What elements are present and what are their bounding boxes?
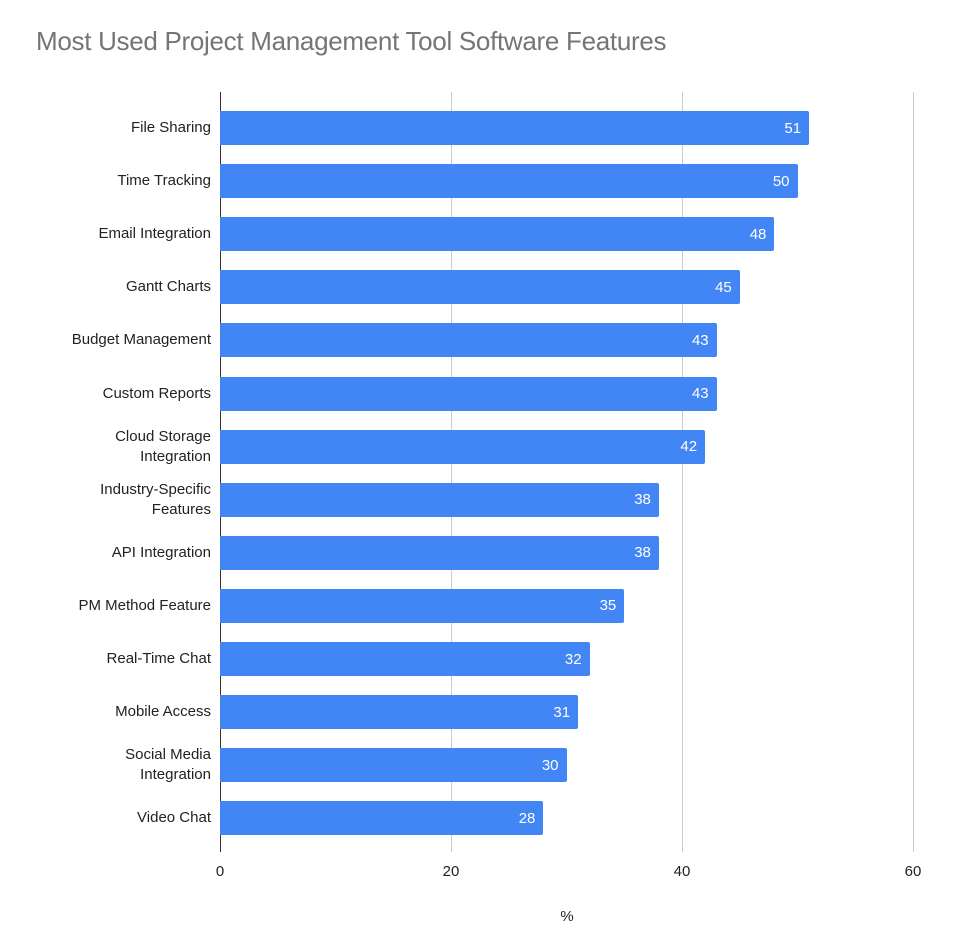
bar-row: Cloud Storage Integration 42: [0, 427, 955, 465]
bar[interactable]: 45: [220, 270, 740, 305]
x-tick-0: 0: [215, 863, 225, 880]
bar-value-label: 43: [691, 331, 709, 349]
bar[interactable]: 31: [220, 695, 579, 730]
bar-value-label: 42: [680, 438, 698, 456]
bar-row: Industry-Specific Features 38: [0, 480, 955, 518]
bar[interactable]: 35: [220, 588, 625, 623]
bar-value-label: 50: [772, 172, 790, 190]
bar-row: Video Chat 28: [0, 801, 955, 836]
category-label: Social Media Integration: [125, 746, 211, 784]
bar[interactable]: 48: [220, 217, 775, 252]
bar-row: Social Media Integration 30: [0, 746, 955, 784]
bar-row: Gantt Charts 45: [0, 270, 955, 305]
y-axis-line: [220, 92, 221, 852]
bar-row: Time Tracking 50: [0, 164, 955, 199]
bar-row: Budget Management 43: [0, 323, 955, 358]
bar-value-label: 38: [634, 544, 651, 562]
bar[interactable]: 38: [220, 482, 659, 517]
category-label: Video Chat: [137, 809, 211, 827]
category-label: Custom Reports: [102, 384, 211, 402]
bar[interactable]: 42: [220, 429, 706, 464]
x-axis-label: %: [560, 908, 574, 925]
bar[interactable]: 28: [220, 801, 544, 836]
bar-row: Real-Time Chat 32: [0, 642, 955, 676]
bar[interactable]: 50: [220, 164, 798, 199]
category-label: Gantt Charts: [125, 278, 211, 296]
gridline-40: [682, 92, 683, 852]
bar-value-label: 35: [599, 597, 617, 615]
category-label: File Sharing: [130, 119, 211, 136]
category-label: Time Tracking: [117, 172, 211, 190]
bar[interactable]: 51: [220, 111, 810, 145]
bar[interactable]: 38: [220, 535, 659, 570]
bar-row: Mobile Access 31: [0, 695, 955, 730]
x-tick-20: 20: [442, 863, 460, 880]
category-label: Email Integration: [98, 225, 211, 243]
bar-value-label: 32: [564, 650, 582, 668]
bar-value-label: 43: [691, 385, 709, 402]
bar-value-label: 31: [553, 703, 571, 721]
bar-value-label: 45: [715, 278, 732, 296]
x-tick-60: 60: [904, 863, 922, 880]
bar-value-label: 38: [634, 491, 651, 509]
bar-value-label: 48: [749, 225, 767, 243]
bar[interactable]: 43: [220, 376, 717, 411]
category-label: Cloud Storage Integration: [115, 427, 211, 465]
bar-row: File Sharing 51: [0, 111, 955, 145]
category-label: Mobile Access: [115, 703, 211, 721]
bar-value-label: 51: [784, 119, 802, 137]
bar-row: API Integration 38: [0, 535, 955, 570]
category-label: Industry-Specific Features: [100, 480, 211, 518]
gridline-60: [913, 92, 914, 852]
bar[interactable]: 30: [220, 748, 567, 783]
bar-row: Email Integration 48: [0, 217, 955, 252]
bar[interactable]: 32: [220, 642, 590, 676]
bar-row: Custom Reports 43: [0, 376, 955, 411]
bar[interactable]: 43: [220, 323, 717, 358]
category-label: Budget Management: [71, 331, 211, 349]
category-label: Real-Time Chat: [106, 650, 211, 667]
chart-title: Most Used Project Management Tool Softwa…: [36, 26, 667, 56]
x-tick-40: 40: [673, 863, 691, 880]
category-label: API Integration: [111, 543, 211, 561]
bar-value-label: 30: [541, 756, 559, 774]
bar-row: PM Method Feature 35: [0, 588, 955, 623]
category-label: PM Method Feature: [78, 596, 211, 614]
bar-value-label: 28: [518, 809, 536, 827]
gridline-20: [451, 92, 452, 852]
